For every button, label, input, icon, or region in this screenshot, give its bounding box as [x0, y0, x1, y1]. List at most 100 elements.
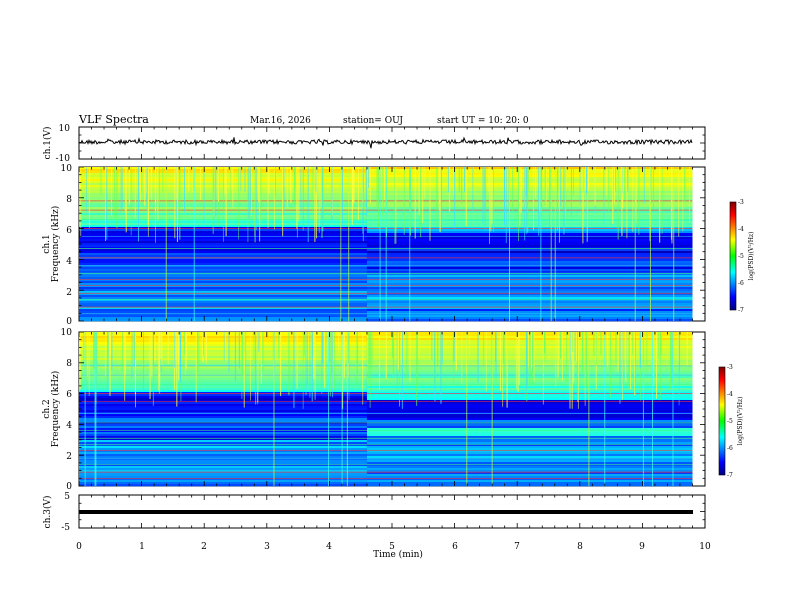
spec-band: [366, 227, 693, 230]
xtick-6: 6: [452, 542, 458, 552]
spec-band: [79, 338, 367, 341]
spec-band: [366, 438, 693, 441]
spec-band: [79, 356, 367, 359]
spec-band: [79, 480, 367, 483]
spec-band: [366, 297, 693, 300]
xtick-1: 1: [139, 542, 145, 552]
spec-band: [79, 283, 367, 286]
spec-band: [79, 460, 367, 463]
spec-band: [79, 368, 367, 371]
spec-band: [79, 414, 367, 417]
ch1-ytick-6: 6: [66, 226, 72, 236]
header-date: Mar.16, 2026: [250, 116, 311, 126]
ch1-spec-frequency-label: Frequency (kHz): [50, 206, 61, 283]
spec-band: [366, 478, 693, 481]
ch1-ytick-8: 8: [66, 195, 72, 205]
spec-band: [79, 394, 367, 397]
spec-band: [79, 336, 367, 339]
spec-band: [79, 340, 367, 343]
spec-band: [366, 392, 693, 395]
spec-band: [79, 352, 367, 355]
spec-band: [366, 233, 693, 236]
ch2-ytick-4: 4: [66, 421, 72, 431]
ch1-wave-ticks: [78, 126, 706, 160]
spec-band: [366, 406, 693, 409]
spec-band: [366, 394, 693, 397]
spec-band: [79, 410, 367, 413]
spec-band: [79, 462, 367, 465]
cb2-tick-m4: -4: [727, 391, 733, 398]
spec-band: [366, 398, 693, 401]
spec-band: [79, 309, 367, 312]
spec-band: [366, 303, 693, 306]
colorbar-ch2-gradient: [718, 366, 726, 476]
spec-band: [79, 380, 367, 383]
spec-band: [366, 315, 693, 318]
spec-band: [79, 426, 367, 429]
spec-band: [79, 386, 367, 389]
spec-band: [79, 344, 367, 347]
x-axis: 0 1 2 3 4 5 6 7 8 9 10 Time (min): [76, 542, 711, 560]
spec-band: [366, 396, 693, 399]
spec-band: [366, 442, 693, 445]
spec-band: [79, 424, 367, 427]
spec-band: [79, 295, 367, 298]
spec-band: [79, 476, 367, 479]
spec-band: [366, 426, 693, 429]
spec-band: [366, 390, 693, 393]
spec-band: [79, 436, 367, 439]
panel-ch3-waveform: 5 -5 ch.3(V): [42, 492, 706, 533]
spec-band: [79, 438, 367, 441]
spec-band: [366, 468, 693, 471]
spec-band: [79, 319, 367, 322]
spec-band: [79, 450, 367, 453]
spec-band: [79, 287, 367, 290]
spec-band: [79, 398, 367, 401]
spec-band: [366, 388, 693, 391]
figure-title: VLF Spectra: [78, 113, 149, 126]
spec-band: [79, 464, 367, 467]
spec-band: [366, 217, 693, 220]
ch1-wave-trace: [78, 136, 693, 149]
spec-band: [366, 273, 693, 276]
spec-band: [366, 420, 693, 423]
spec-band: [366, 251, 693, 254]
spec-band: [79, 332, 367, 335]
ch2-spec-channel-label: ch.2: [42, 399, 52, 418]
spec-band: [366, 281, 693, 284]
spec-band: [366, 249, 693, 252]
spec-band: [79, 430, 367, 433]
spec-band: [79, 418, 367, 421]
spec-band: [366, 241, 693, 244]
spec-band: [79, 446, 367, 449]
ch2-ytick-2: 2: [66, 452, 72, 462]
spec-band: [366, 450, 693, 453]
spec-band: [366, 261, 693, 264]
cb2-tick-m5: -5: [727, 418, 733, 425]
spec-band: [79, 346, 367, 349]
spec-band: [79, 317, 367, 320]
spec-band: [79, 362, 367, 365]
spec-band: [79, 299, 367, 302]
spec-band: [366, 472, 693, 475]
spec-band: [366, 299, 693, 302]
spec-band: [79, 402, 367, 405]
spec-band: [366, 267, 693, 270]
spec-band: [366, 474, 693, 477]
spec-band: [366, 460, 693, 463]
ch1-ytick-2: 2: [66, 288, 72, 298]
cb2-tick-m6: -6: [727, 445, 733, 452]
spec-band: [366, 237, 693, 240]
spec-band: [79, 358, 367, 361]
spec-band: [79, 267, 367, 270]
spec-band: [79, 444, 367, 447]
spec-band: [366, 223, 693, 226]
x-axis-label: Time (min): [373, 549, 423, 560]
spec-band: [366, 195, 693, 198]
panel-ch2-spectrogram: 0 2 4 6 8 10 ch.2 Frequency (kHz): [42, 328, 706, 492]
spec-band: [366, 199, 693, 202]
spec-band: [366, 418, 693, 421]
ch1-spec-ticks: [78, 166, 706, 322]
spec-band: [79, 406, 367, 409]
